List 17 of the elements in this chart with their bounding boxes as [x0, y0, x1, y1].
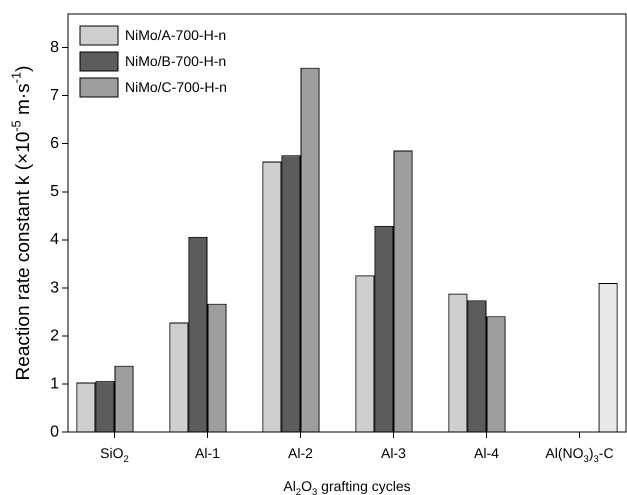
y-tick-label: 8 [50, 39, 60, 56]
y-tick-label: 1 [50, 375, 60, 392]
y-tick-label: 5 [50, 183, 60, 200]
y-tick-label: 3 [50, 279, 60, 296]
x-tick-label: Al-3 [381, 444, 406, 461]
y-axis-title: Reaction rate constant k (×10-5 m·s-1) [8, 66, 34, 380]
x-tick-label: Al-1 [195, 444, 220, 461]
y-tick-label: 6 [50, 135, 60, 152]
y-tick-label: 4 [50, 231, 60, 248]
y-tick-label: 7 [50, 87, 60, 104]
x-tick-label: Al-4 [474, 444, 500, 461]
y-tick-label: 2 [50, 327, 60, 344]
legend-label: NiMo/C-700-H-n [125, 78, 227, 95]
x-tick-label: Al-2 [288, 444, 314, 461]
legend-label: NiMo/A-700-H-n [125, 26, 226, 43]
y-tick-label: 0 [50, 423, 60, 440]
legend-label: NiMo/B-700-H-n [125, 52, 226, 69]
